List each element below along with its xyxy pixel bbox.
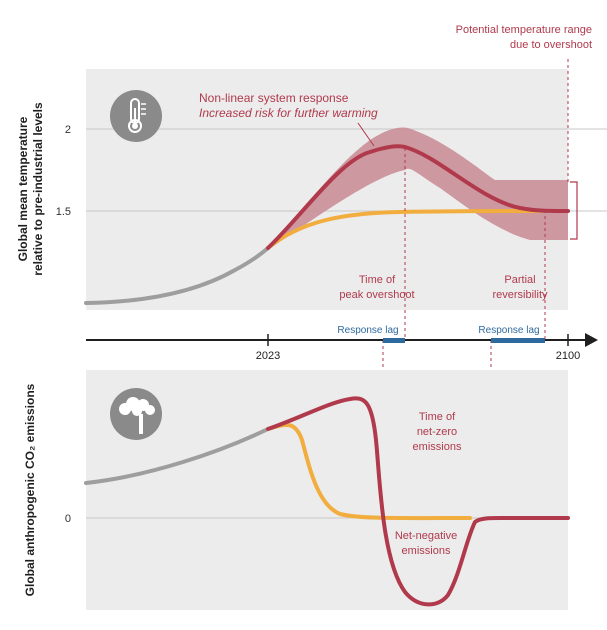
annotation-partial-line1: Partial [504,274,535,286]
top-y-axis-label-line2: relative to pre-industrial levels [31,102,45,276]
historical-temperature-line [84,246,270,305]
top-y-axis-label-line1: Global mean temperature [16,116,30,261]
thermometer-icon [110,90,162,142]
rapid-reduction-emissions-line [266,423,472,521]
annotation-netzero-line1: Time of [419,411,456,423]
temperature-range-band [268,127,568,250]
year-label-2023: 2023 [256,350,280,362]
annotation-nonlinear-line2: Increased risk for further warming [199,106,378,120]
annotation-peak-line1: Time of [359,274,396,286]
response-lag-bar-2 [491,338,545,343]
annotation-range-line1: Potential temperature range [456,24,592,36]
stable-temperature-line [266,209,542,250]
tick-label-2: 2 [65,124,71,136]
annotation-range-line2: due to overshoot [510,39,592,51]
nonlinear-leader [357,122,375,147]
bottom-panel-background [86,370,568,610]
annotation-nonlinear-line1: Non-linear system response [199,91,349,105]
annotation-netzero-line2: net-zero [417,426,457,438]
temperature-range-bracket [570,181,578,240]
annotation-peak-line2: peak overshoot [339,289,414,301]
response-lag-bar-1 [383,338,405,343]
factory-smoke-icon [110,388,162,440]
annotation-netzero-line3: emissions [413,441,462,453]
tick-label-1-5: 1.5 [56,206,71,218]
bottom-y-axis-label: Global anthropogenic CO₂ emissions [23,383,37,596]
timeline-arrowhead [585,333,598,347]
year-label-2100: 2100 [556,350,580,362]
historical-emissions-line [84,427,270,485]
annotation-partial-line2: reversibility [492,289,548,301]
annotation-netneg-line1: Net-negative [395,530,457,542]
annotation-netneg-line2: emissions [402,545,451,557]
overshoot-emissions-line [266,396,570,607]
overshoot-temperature-line [266,144,570,250]
response-lag-label-2: Response lag [478,325,539,336]
response-lag-label-1: Response lag [337,325,398,336]
tick-label-0: 0 [65,513,71,525]
